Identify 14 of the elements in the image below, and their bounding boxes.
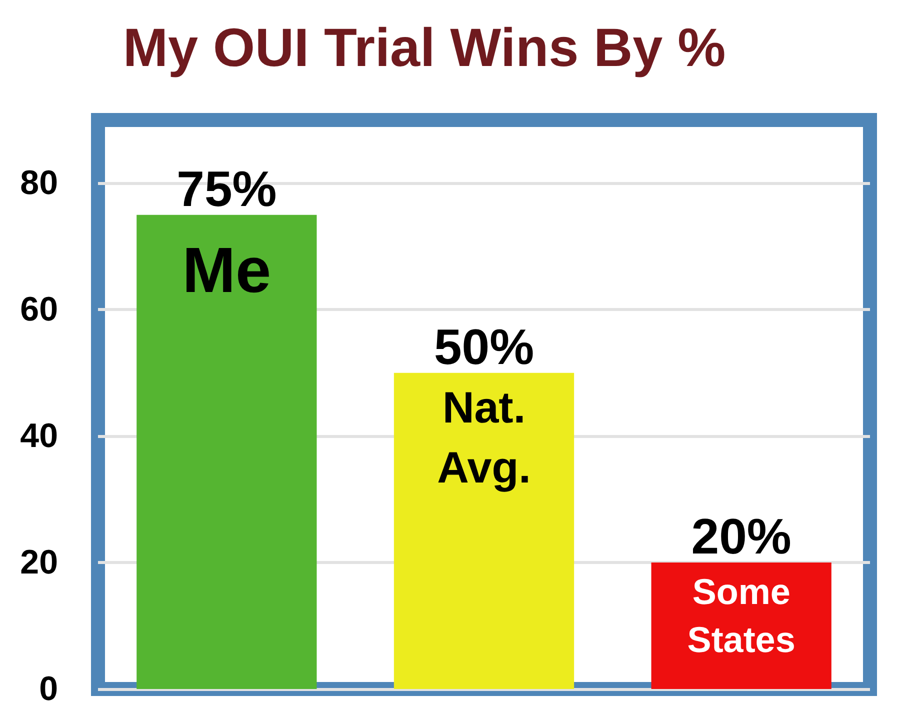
y-tick-label: 0	[39, 670, 58, 708]
y-tick-label: 60	[20, 290, 58, 329]
data-label: 20%	[691, 508, 792, 565]
x-tick-label: Nat. Avg.	[437, 383, 531, 492]
bar	[394, 372, 574, 689]
x-tick-label: Some States	[687, 571, 796, 660]
data-label: 50%	[434, 318, 534, 375]
y-tick-label: 40	[20, 417, 58, 456]
bar	[136, 214, 317, 689]
data-label: 75%	[176, 160, 277, 217]
y-tick-label: 80	[20, 164, 58, 202]
x-tick-label: Me	[182, 234, 272, 306]
y-tick-label: 20	[20, 544, 58, 582]
chart-title: My OUI Trial Wins By %	[123, 18, 726, 78]
